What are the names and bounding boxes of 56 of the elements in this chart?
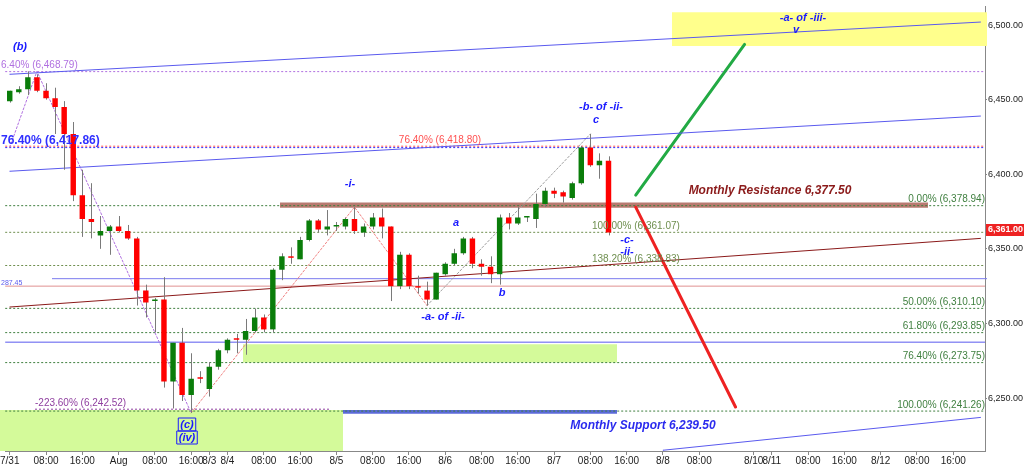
ref-line-label: 61.80% (6,293.85): [902, 320, 985, 332]
x-tick-label: 8/10: [743, 454, 764, 466]
annotation: -b- of -ii-: [579, 100, 624, 113]
x-tick-label: 8/6: [438, 454, 453, 466]
annotation: (iv): [178, 431, 196, 444]
x-tick-label: 08:00: [142, 454, 168, 466]
y-tick-label: 6,450.00: [988, 94, 1024, 105]
annotation: (b): [12, 40, 28, 53]
ref-line-label: 50.00% (6,310.10): [902, 296, 985, 308]
ref-line-label: 6.40% (6,468.79): [1, 59, 78, 71]
ref-line-label: 100.00% (6,241.26): [897, 398, 985, 410]
ref-line-label: 0.00% (6,378.94): [908, 193, 985, 205]
x-tick-label: 8/8: [655, 454, 671, 466]
band-label: Monthly Support 6,239.50: [570, 418, 717, 433]
annotation: -a- of -ii-: [421, 310, 466, 323]
annotation: c: [592, 113, 600, 126]
ref-line-label: -223.60% (6,242.52): [35, 396, 127, 408]
annotation: (c): [180, 418, 195, 431]
y-tick-label: 6,250.00: [988, 392, 1024, 403]
x-tick-label: 08:00: [577, 454, 604, 466]
x-tick-label: 16:00: [505, 454, 531, 466]
x-tick-label: 16:00: [831, 454, 858, 466]
annotation: v: [792, 23, 800, 36]
x-tick-label: 8/3: [202, 454, 217, 466]
x-tick-label: 7/31: [0, 454, 20, 466]
x-tick-label: 16:00: [287, 454, 313, 466]
x-tick-label: 08:00: [360, 454, 386, 466]
annotation: -a- of -iii-: [779, 11, 827, 24]
x-tick-label: 16:00: [940, 454, 967, 466]
ref-line-label: 76.40% (6,418.80): [398, 133, 482, 145]
x-tick-label: 8/7: [547, 454, 562, 466]
y-tick-label: 6,300.00: [988, 317, 1024, 328]
annotation: a: [452, 216, 460, 229]
x-tick-label: 16:00: [69, 454, 96, 466]
y-tick-label: 6,400.00: [988, 168, 1024, 179]
y-tick-label: 6,350.00: [988, 243, 1024, 254]
ref-line-label: 76.40% (6,273.75): [902, 350, 985, 362]
x-tick-label: 08:00: [468, 454, 495, 466]
annotation: -c-: [620, 233, 635, 246]
annotation: -i-: [344, 177, 356, 190]
x-tick-label: 08:00: [795, 454, 822, 466]
x-tick-label: 08:00: [251, 454, 277, 466]
text: 6,361.00: [988, 224, 1024, 235]
x-tick-label: Aug: [109, 454, 128, 466]
x-tick-label: 08:00: [686, 454, 713, 466]
x-tick-label: 8/11: [762, 454, 782, 466]
x-tick-label: 16:00: [614, 454, 640, 466]
annotation: b: [498, 286, 506, 299]
band-label: Monthly Resistance 6,377.50: [688, 182, 852, 197]
x-tick-label: 08:00: [904, 454, 930, 466]
x-tick-label: 8/12: [870, 454, 891, 466]
x-tick-label: 8/4: [220, 454, 235, 466]
x-tick-label: 08:00: [33, 454, 59, 466]
x-tick-label: 16:00: [396, 454, 422, 466]
x-tick-label: 8/5: [329, 454, 344, 466]
y-tick-label: 6,500.00: [988, 19, 1024, 30]
